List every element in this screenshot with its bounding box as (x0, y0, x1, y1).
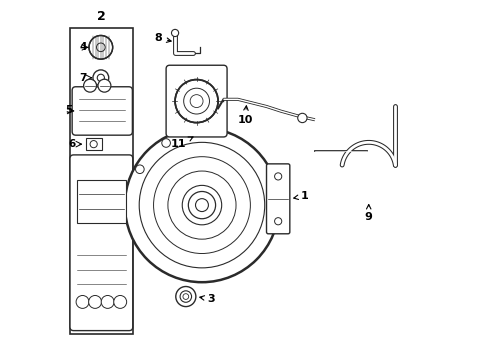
Text: 3: 3 (200, 294, 215, 304)
Circle shape (84, 79, 97, 92)
Circle shape (172, 30, 179, 37)
Text: 7: 7 (79, 73, 87, 83)
Circle shape (162, 139, 171, 147)
Circle shape (93, 70, 109, 86)
Circle shape (176, 287, 196, 307)
Circle shape (114, 296, 126, 309)
Text: 1: 1 (294, 191, 308, 201)
Circle shape (188, 192, 216, 219)
Circle shape (101, 296, 114, 309)
Circle shape (89, 36, 113, 59)
Text: 8: 8 (154, 33, 171, 43)
Circle shape (175, 80, 218, 123)
FancyBboxPatch shape (166, 65, 227, 137)
Text: 4: 4 (79, 42, 87, 52)
Circle shape (136, 165, 144, 174)
FancyBboxPatch shape (70, 155, 133, 330)
Text: 11: 11 (171, 137, 193, 149)
Circle shape (98, 79, 111, 92)
Circle shape (76, 296, 89, 309)
FancyBboxPatch shape (72, 87, 132, 135)
Text: 6: 6 (69, 139, 76, 149)
Circle shape (125, 128, 279, 282)
FancyBboxPatch shape (267, 164, 290, 234)
Text: 9: 9 (365, 204, 373, 221)
Text: 5: 5 (65, 105, 72, 115)
Circle shape (298, 113, 307, 123)
Text: 2: 2 (97, 10, 106, 23)
FancyBboxPatch shape (86, 138, 101, 150)
FancyBboxPatch shape (70, 28, 133, 334)
FancyBboxPatch shape (77, 180, 125, 223)
Circle shape (89, 296, 101, 309)
Text: 10: 10 (237, 106, 253, 125)
